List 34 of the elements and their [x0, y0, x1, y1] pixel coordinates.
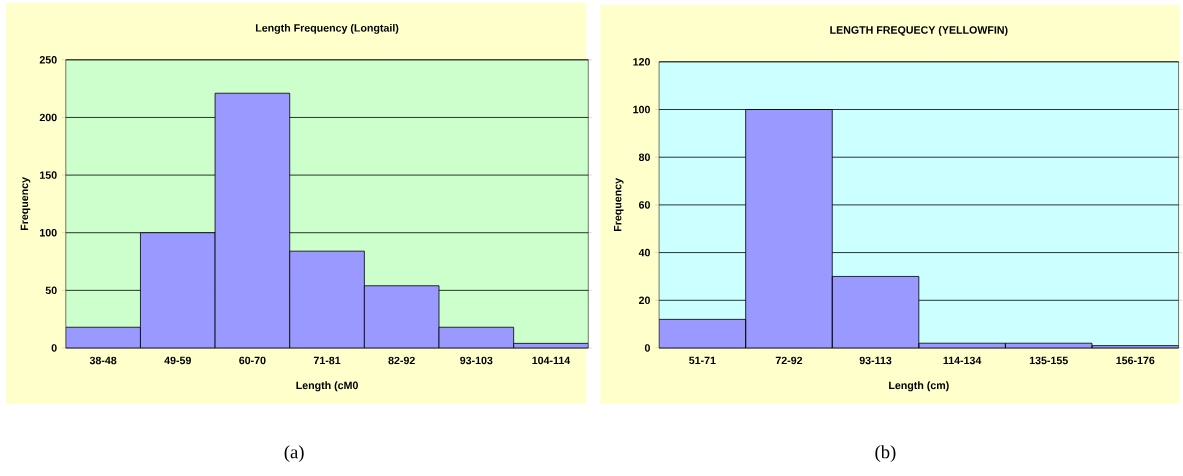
chart-title: LENGTH FREQUECY (YELLOWFIN) — [830, 26, 1008, 37]
x-tick-label: 114-134 — [943, 356, 982, 365]
x-tick-label: 93-103 — [460, 356, 493, 365]
x-tick-label: 38-48 — [89, 356, 117, 365]
x-tick-label: 104-114 — [532, 356, 571, 365]
chart-title: Length Frequency (Longtail) — [255, 24, 399, 35]
x-tick-label: 135-155 — [1029, 356, 1068, 365]
text: (b) — [875, 445, 896, 463]
y-tick-label: 20 — [638, 296, 650, 305]
y-tick-label: 0 — [644, 344, 650, 352]
y-tick-label: 200 — [39, 113, 57, 122]
x-tick-label: 49-59 — [164, 356, 191, 365]
y-tick-label: 150 — [40, 171, 57, 180]
x-tick-label: 51-71 — [689, 356, 716, 365]
x-axis-title: Length (cM0 — [296, 381, 358, 392]
y-tick-label: 40 — [638, 249, 650, 257]
y-tick-label: 120 — [633, 58, 650, 66]
x-tick-label: 82-92 — [388, 356, 415, 365]
text: (a) — [284, 445, 304, 463]
y-tick-label: 250 — [39, 56, 57, 64]
y-tick-label: 0 — [51, 344, 57, 352]
x-tick-label: 72-92 — [775, 356, 803, 365]
y-tick-label: 100 — [40, 229, 57, 237]
x-tick-label: 60-70 — [239, 356, 266, 365]
y-tick-label: 50 — [45, 286, 57, 295]
y-tick-label: 60 — [638, 201, 650, 209]
y-axis-title: Frequency — [20, 177, 31, 231]
x-axis-title: Length (cm) — [889, 381, 949, 392]
x-tick-label: 71-81 — [313, 356, 341, 365]
y-axis-title: Frequency — [614, 178, 624, 232]
y-tick-label: 80 — [638, 153, 650, 162]
x-tick-label: 93-113 — [859, 356, 892, 365]
y-tick-label: 100 — [633, 105, 650, 114]
x-tick-label: 156-176 — [1116, 356, 1155, 365]
